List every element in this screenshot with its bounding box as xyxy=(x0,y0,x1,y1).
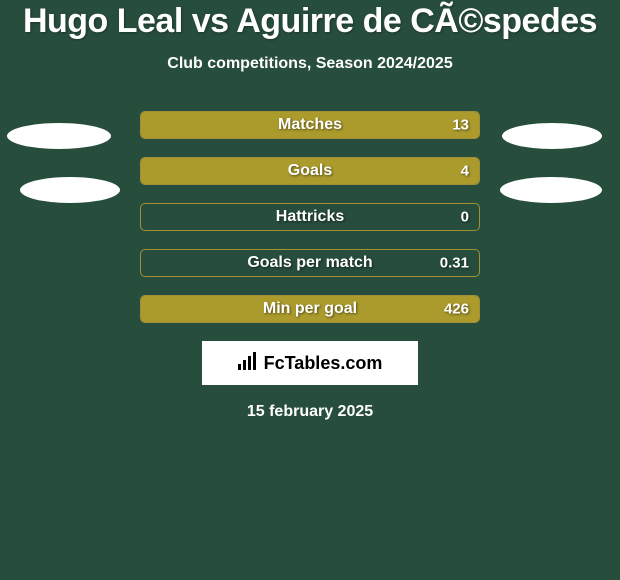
bar-value: 426 xyxy=(444,301,469,318)
bar-label: Matches xyxy=(278,116,342,134)
date-text: 15 february 2025 xyxy=(0,403,620,421)
chart-icon xyxy=(238,352,260,375)
logo: FcTables.com xyxy=(238,352,383,375)
stat-bar-matches: Matches 13 xyxy=(140,111,480,139)
stats-area: Matches 13 Goals 4 Hattricks 0 Goals per… xyxy=(0,111,620,421)
stat-bar-goals-per-match: Goals per match 0.31 xyxy=(140,249,480,277)
logo-text: FcTables.com xyxy=(264,353,383,374)
decoration-ellipse xyxy=(502,123,602,149)
subtitle: Club competitions, Season 2024/2025 xyxy=(0,55,620,73)
stat-bar-hattricks: Hattricks 0 xyxy=(140,203,480,231)
bar-value: 0 xyxy=(461,209,469,226)
decoration-ellipse xyxy=(20,177,120,203)
decoration-ellipse xyxy=(500,177,602,203)
main-container: Hugo Leal vs Aguirre de CÃ©spedes Club c… xyxy=(0,0,620,421)
bar-value: 13 xyxy=(452,117,469,134)
bar-label: Min per goal xyxy=(263,300,357,318)
stat-bar-min-per-goal: Min per goal 426 xyxy=(140,295,480,323)
bars-container: Matches 13 Goals 4 Hattricks 0 Goals per… xyxy=(140,111,480,323)
bar-label: Goals xyxy=(288,162,332,180)
bar-label: Goals per match xyxy=(247,254,372,272)
bar-label: Hattricks xyxy=(276,208,344,226)
bar-value: 4 xyxy=(461,163,469,180)
logo-box: FcTables.com xyxy=(202,341,418,385)
stat-bar-goals: Goals 4 xyxy=(140,157,480,185)
decoration-ellipse xyxy=(7,123,111,149)
page-title: Hugo Leal vs Aguirre de CÃ©spedes xyxy=(0,2,620,41)
bar-value: 0.31 xyxy=(440,255,469,272)
